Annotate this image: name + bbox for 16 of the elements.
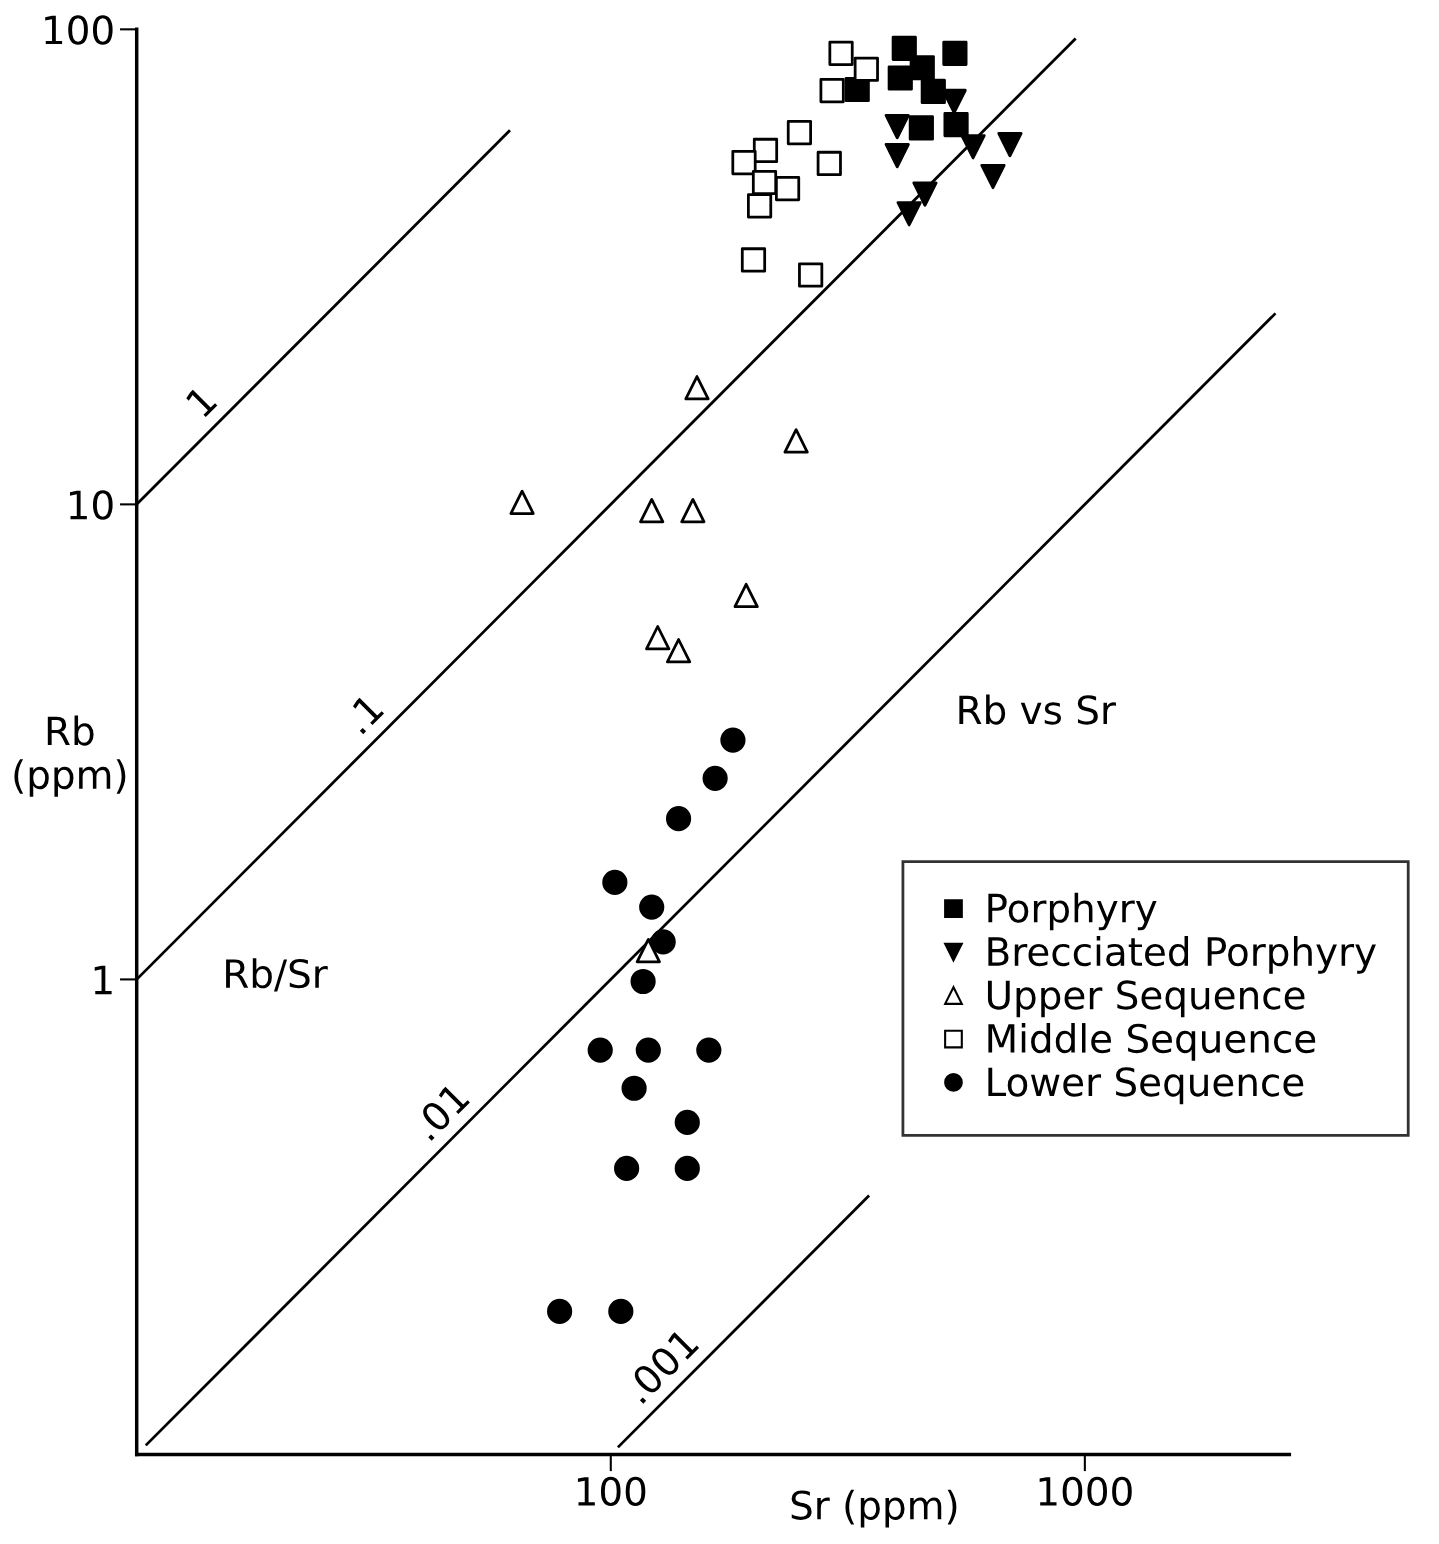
legend-label: Porphyry	[988, 892, 1157, 931]
y-tick-label: 100	[45, 15, 113, 45]
text: Rb vs Sr	[959, 694, 1116, 725]
y-tick-label: 10	[69, 490, 113, 520]
legend-label: Brecciated Porphyry	[988, 936, 1376, 974]
x-axis-title: Sr (ppm)	[791, 1489, 957, 1528]
x-tick-label: 1000	[1039, 1476, 1132, 1507]
annotation: .01	[411, 1082, 471, 1142]
legend-label: Upper Sequence	[987, 980, 1305, 1018]
legend-label: Middle Sequence	[988, 1023, 1316, 1061]
annotation: .1	[343, 693, 385, 735]
y-axis-title: Rb (ppm)	[14, 715, 126, 797]
y-tick-label: 1	[94, 965, 112, 995]
annotation: Rb/Sr	[226, 958, 328, 992]
annotation: 1	[185, 385, 218, 418]
legend-label: Lower Sequence	[988, 1067, 1304, 1105]
